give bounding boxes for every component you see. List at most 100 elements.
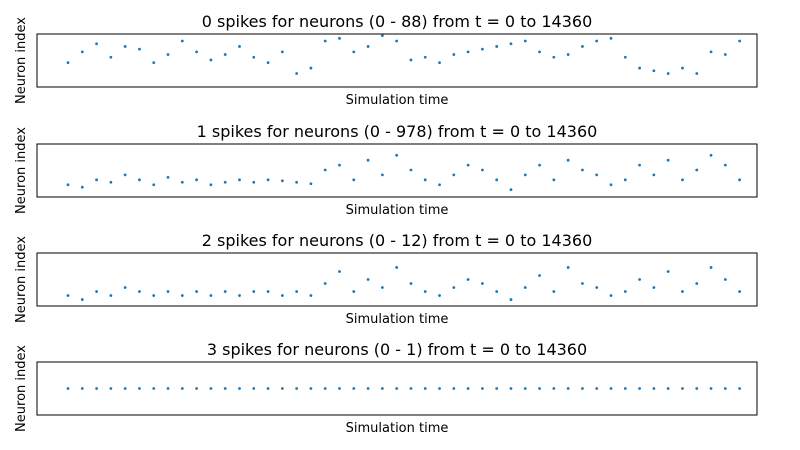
spike-point xyxy=(695,168,699,172)
spike-point xyxy=(80,387,84,390)
spike-point xyxy=(138,387,141,390)
spike-point xyxy=(681,387,684,390)
spike-point xyxy=(538,163,541,167)
spike-point xyxy=(352,178,356,182)
spike-point xyxy=(138,178,141,182)
spike-point xyxy=(166,53,170,56)
spike-point xyxy=(166,290,170,293)
spike-point xyxy=(681,178,684,182)
spike-point xyxy=(723,163,727,167)
spike-point xyxy=(595,173,599,177)
spike-point xyxy=(366,45,370,48)
y-axis-label: Neuron index xyxy=(14,345,29,432)
spike-point xyxy=(566,158,570,162)
spike-point xyxy=(280,387,284,390)
spike-point xyxy=(409,168,413,172)
spike-point xyxy=(295,290,299,293)
spike-point xyxy=(509,42,513,46)
spike-point xyxy=(309,387,313,390)
spike-point xyxy=(323,168,327,172)
spike-point xyxy=(695,72,699,75)
spike-point xyxy=(609,36,613,40)
spike-point xyxy=(595,387,599,390)
spike-point xyxy=(638,278,641,281)
spike-point xyxy=(481,168,484,172)
spike-point xyxy=(238,45,241,48)
spike-point xyxy=(723,53,727,56)
spike-point xyxy=(466,387,470,390)
spike-point xyxy=(280,294,284,297)
spike-point xyxy=(80,50,84,54)
subplot-title: 2 spikes for neurons (0 - 12) from t = 0… xyxy=(202,231,593,250)
subplot-2: 2 spikes for neurons (0 - 12) from t = 0… xyxy=(14,231,758,327)
spike-point xyxy=(338,270,341,273)
spike-point xyxy=(452,173,456,177)
spike-point xyxy=(266,61,270,65)
spike-point xyxy=(495,178,499,182)
spike-point xyxy=(581,282,584,285)
spike-point xyxy=(452,286,456,289)
spike-point xyxy=(623,178,627,182)
subplot-3: 3 spikes for neurons (0 - 1) from t = 0 … xyxy=(14,340,758,436)
spike-point xyxy=(581,387,584,390)
spike-point xyxy=(552,178,556,182)
spike-point xyxy=(495,45,499,48)
spike-point xyxy=(180,387,184,390)
spike-point xyxy=(223,180,227,184)
spike-point xyxy=(652,69,656,73)
spike-point xyxy=(395,39,399,43)
spike-point xyxy=(523,387,527,390)
spike-point xyxy=(409,282,413,285)
spike-point xyxy=(566,266,570,269)
spike-point xyxy=(352,290,356,293)
spike-point xyxy=(638,387,641,390)
spike-point xyxy=(109,55,113,59)
spike-point xyxy=(581,45,584,48)
spike-point xyxy=(323,282,327,285)
spike-point xyxy=(609,387,613,390)
spike-point xyxy=(195,290,199,293)
spike-point xyxy=(209,294,213,297)
spike-point xyxy=(66,294,70,297)
spike-point xyxy=(509,387,513,390)
spike-point xyxy=(123,173,127,177)
spike-point xyxy=(623,387,627,390)
spike-point xyxy=(523,286,527,289)
spike-point xyxy=(452,387,456,390)
spike-point xyxy=(481,387,484,390)
spike-point xyxy=(138,290,141,293)
spike-point xyxy=(623,55,627,59)
spike-point xyxy=(266,387,270,390)
spike-point xyxy=(295,180,299,184)
spike-point xyxy=(152,387,156,390)
spike-point xyxy=(709,50,713,54)
spike-point xyxy=(80,298,84,301)
spike-point xyxy=(338,163,341,167)
spike-point xyxy=(738,290,742,293)
axes-frame xyxy=(36,361,758,416)
spike-point xyxy=(380,173,384,177)
spike-point xyxy=(552,387,556,390)
spike-point xyxy=(252,290,256,293)
x-axis-label: Simulation time xyxy=(346,312,449,327)
spike-point xyxy=(695,387,699,390)
spike-point xyxy=(223,290,227,293)
spike-point xyxy=(238,178,241,182)
x-axis-label: Simulation time xyxy=(346,203,449,218)
spike-point xyxy=(195,50,199,54)
spike-point xyxy=(95,42,98,46)
axes-frame xyxy=(36,33,758,88)
spike-point xyxy=(423,290,427,293)
spike-point xyxy=(123,387,127,390)
spike-point xyxy=(380,34,384,38)
spike-point xyxy=(323,39,327,43)
spike-point xyxy=(238,387,241,390)
spike-point xyxy=(595,39,599,43)
y-axis-label: Neuron index xyxy=(14,236,29,323)
spike-point xyxy=(152,183,156,187)
spike-point xyxy=(738,39,742,43)
spike-point xyxy=(66,183,70,187)
spike-point xyxy=(423,55,427,59)
spike-point xyxy=(395,266,399,269)
spike-point xyxy=(423,178,427,182)
